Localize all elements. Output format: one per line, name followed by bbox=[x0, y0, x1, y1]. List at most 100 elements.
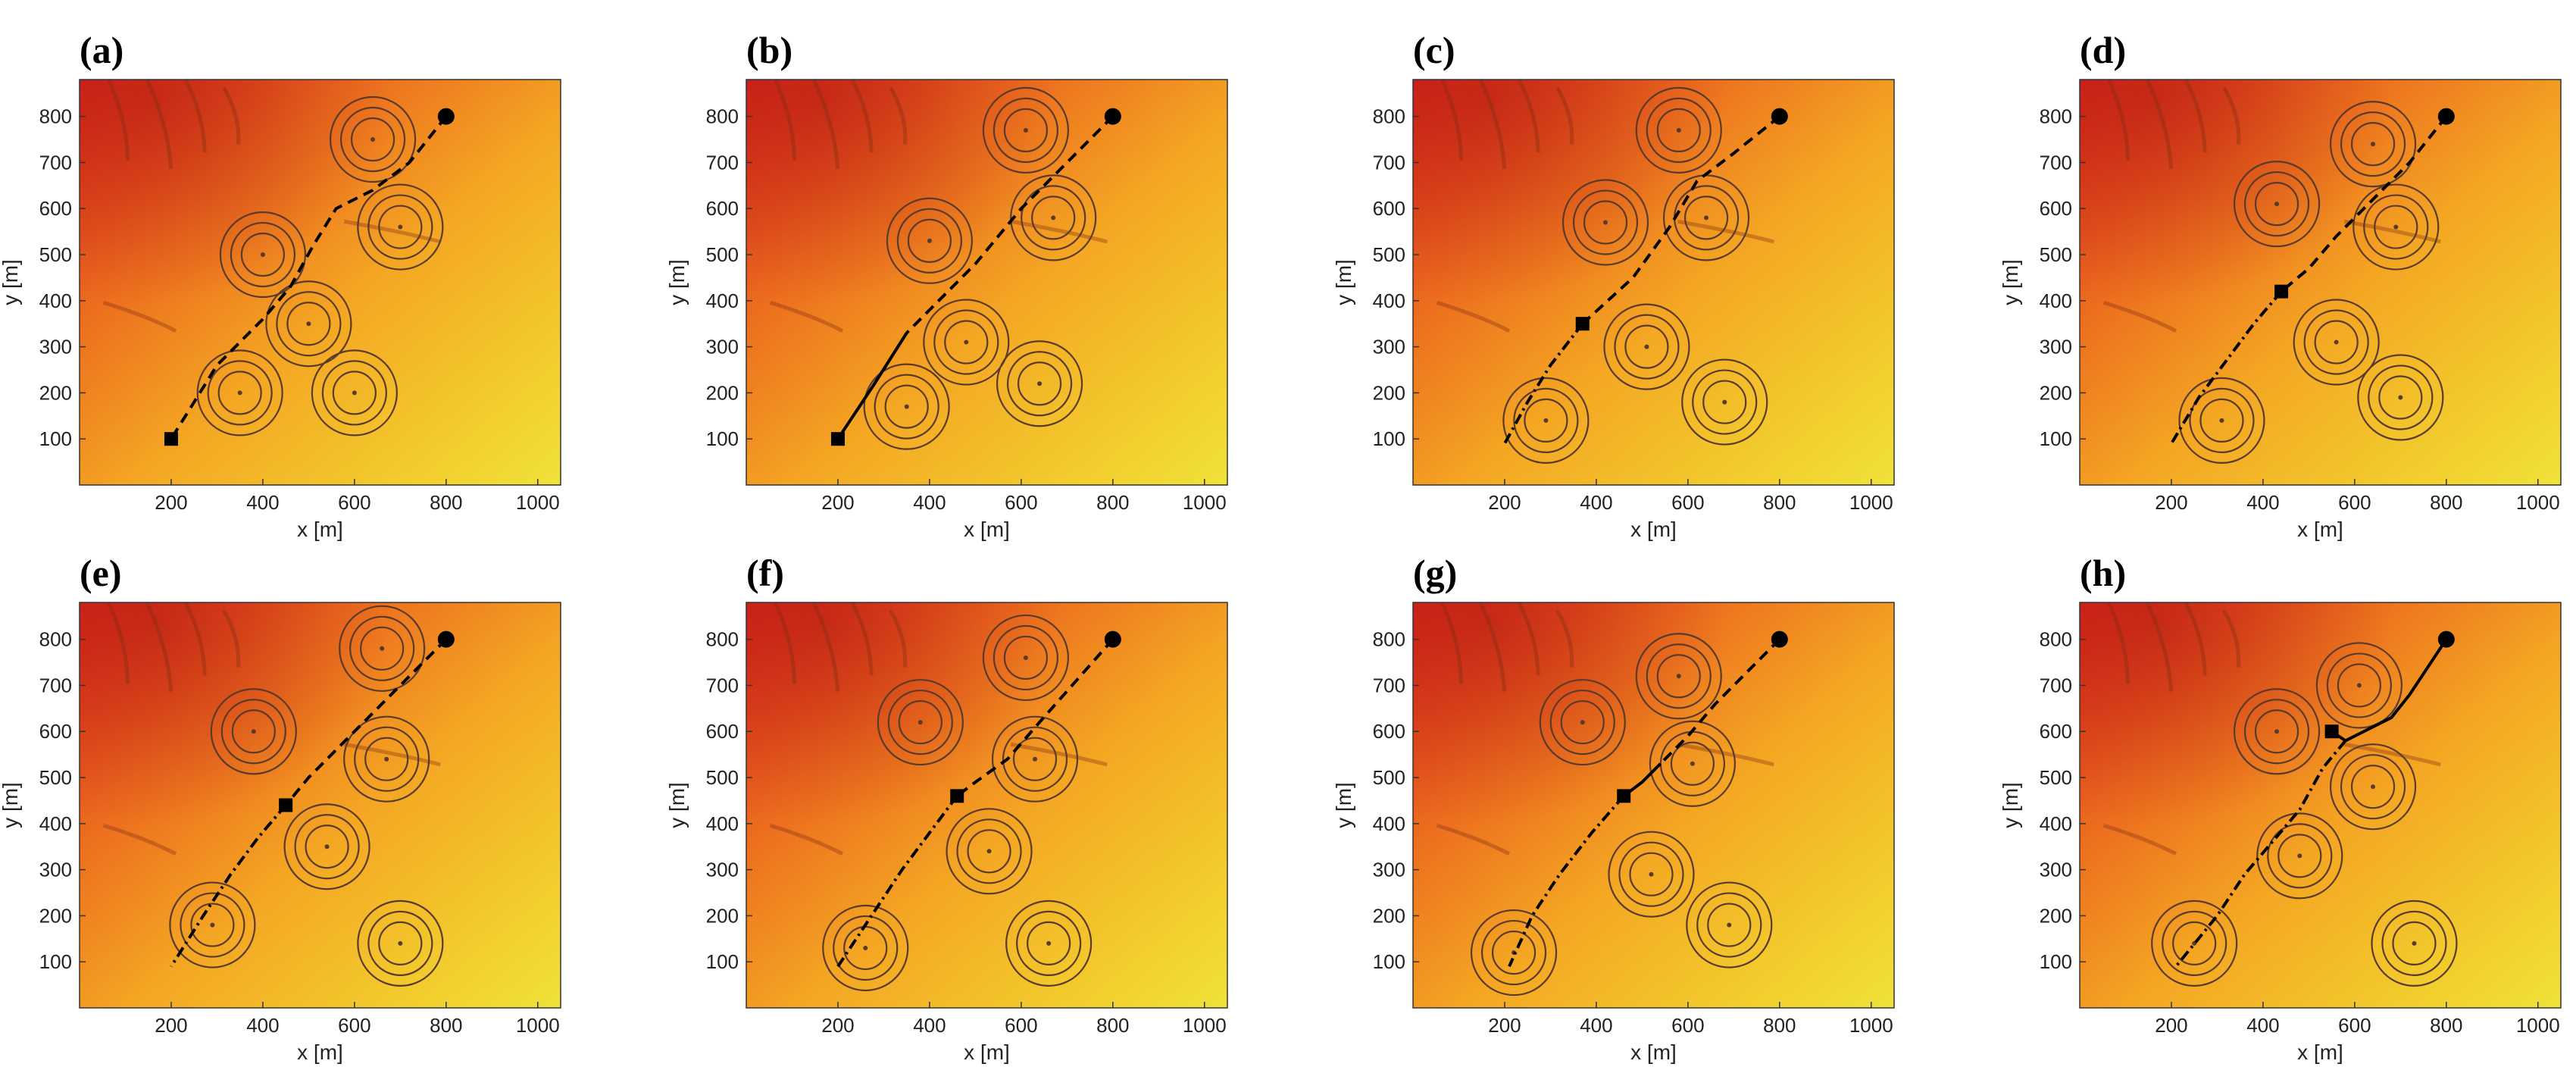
threat-ring bbox=[1502, 377, 1590, 464]
threat-zone bbox=[982, 86, 1070, 174]
x-tick-label: 200 bbox=[2155, 1014, 2187, 1037]
threat-center bbox=[904, 404, 909, 409]
current-marker bbox=[2274, 284, 2289, 299]
y-tick-label: 800 bbox=[706, 105, 739, 128]
threat-zone bbox=[2357, 354, 2444, 441]
threat-ring bbox=[1646, 643, 1712, 709]
threat-ring bbox=[877, 678, 964, 766]
x-tick-label: 600 bbox=[1005, 1014, 1037, 1037]
threat-ring bbox=[265, 280, 352, 368]
x-tick-label: 200 bbox=[155, 491, 187, 514]
threat-ring bbox=[1649, 720, 1737, 807]
threat-center bbox=[1704, 215, 1709, 221]
y-tick-label: 400 bbox=[1373, 289, 1405, 312]
threat-ring bbox=[2172, 921, 2217, 965]
x-tick-label: 1000 bbox=[2516, 1014, 2560, 1037]
y-tick-label: 800 bbox=[706, 628, 739, 651]
flown-path bbox=[836, 332, 908, 440]
threat-ring bbox=[1003, 635, 1049, 681]
planned-path bbox=[1659, 638, 1781, 765]
dashdot-path bbox=[170, 804, 287, 968]
terrain-ridge bbox=[2103, 823, 2177, 856]
threat-ring bbox=[357, 183, 444, 271]
x-tick-label: 200 bbox=[1488, 1014, 1521, 1037]
threat-zone bbox=[2256, 812, 2343, 900]
threat-center bbox=[2334, 340, 2339, 345]
x-tick-label: 400 bbox=[246, 491, 279, 514]
panel-8: (h) 200 400 600 800 1000 100 200 300 400 500 600 700… bbox=[1999, 552, 2562, 1064]
y-axis-label: y [m] bbox=[1332, 782, 1355, 828]
terrain-ridge bbox=[2222, 609, 2241, 668]
y-tick-label: 700 bbox=[706, 151, 739, 174]
threat-ring bbox=[982, 614, 1070, 702]
threat-center bbox=[1603, 220, 1608, 225]
threat-center bbox=[1023, 655, 1028, 660]
threat-zone bbox=[283, 803, 370, 890]
threat-zone bbox=[196, 349, 283, 436]
threat-ring bbox=[343, 715, 430, 803]
threat-zone bbox=[1603, 303, 1690, 390]
terrain-ridge bbox=[103, 823, 177, 856]
threat-ring bbox=[1603, 303, 1690, 390]
threat-zone bbox=[2315, 642, 2403, 729]
terrain-ridge bbox=[850, 601, 874, 676]
terrain-ridge bbox=[1010, 742, 1108, 767]
threat-ring bbox=[286, 302, 331, 346]
threat-ring bbox=[180, 892, 245, 958]
terrain-ridge bbox=[2343, 742, 2441, 767]
threat-zone bbox=[996, 340, 1083, 427]
y-tick-label: 700 bbox=[2040, 151, 2072, 174]
threat-zone bbox=[219, 211, 307, 299]
threat-ring bbox=[1027, 921, 1071, 965]
threat-ring bbox=[240, 232, 286, 277]
axes-frame bbox=[2079, 602, 2562, 1009]
y-tick-label: 300 bbox=[1373, 336, 1405, 358]
threat-zone bbox=[357, 900, 444, 987]
threat-ring bbox=[190, 903, 235, 947]
threat-zone bbox=[2293, 299, 2380, 386]
y-tick-label: 100 bbox=[1373, 950, 1405, 973]
threat-ring bbox=[863, 363, 950, 450]
threat-ring bbox=[1006, 351, 1073, 417]
threat-center bbox=[2398, 395, 2403, 400]
threat-center bbox=[863, 945, 868, 950]
threat-ring bbox=[896, 208, 963, 274]
threat-ring bbox=[1670, 741, 1715, 786]
threat-zone bbox=[329, 95, 417, 183]
panel-label: (f) bbox=[746, 552, 784, 594]
threat-ring bbox=[2329, 101, 2417, 188]
threat-ring bbox=[1692, 369, 1758, 435]
threat-center bbox=[2393, 224, 2399, 230]
threat-ring bbox=[907, 218, 952, 263]
threat-center bbox=[2356, 683, 2362, 688]
x-tick-label: 600 bbox=[2338, 491, 2371, 514]
threat-zone bbox=[210, 688, 297, 775]
threat-ring bbox=[1003, 108, 1049, 152]
y-tick-label: 700 bbox=[39, 674, 72, 696]
threat-center bbox=[1046, 940, 1052, 946]
y-tick-label: 600 bbox=[2040, 720, 2072, 743]
axes-frame bbox=[1412, 602, 1895, 1009]
x-tick-label: 200 bbox=[821, 491, 854, 514]
threat-ring bbox=[991, 715, 1079, 803]
y-tick-label: 300 bbox=[2040, 859, 2072, 881]
threat-zone bbox=[1005, 900, 1093, 987]
start-marker bbox=[1104, 108, 1121, 125]
y-tick-label: 400 bbox=[39, 812, 72, 835]
panel-1: (a) 200 400 600 800 1000 100 200 300 400 500 600 700… bbox=[0, 29, 561, 541]
x-axis-label: x [m] bbox=[964, 518, 1010, 541]
threat-ring bbox=[2350, 122, 2396, 167]
threat-ring bbox=[1635, 633, 1722, 720]
y-axis-label: y [m] bbox=[1999, 782, 2022, 828]
threat-center bbox=[1051, 215, 1056, 221]
terrain-ridge bbox=[2106, 78, 2130, 161]
threat-zone bbox=[2329, 743, 2417, 831]
y-tick-label: 700 bbox=[1373, 151, 1405, 174]
terrain-ridge bbox=[106, 78, 130, 161]
threat-ring bbox=[2178, 377, 2265, 464]
threat-zone bbox=[2233, 161, 2321, 248]
threat-ring bbox=[332, 371, 377, 415]
terrain-ridge bbox=[222, 609, 241, 668]
panel-label: (b) bbox=[746, 29, 792, 71]
threat-center bbox=[1676, 127, 1681, 133]
